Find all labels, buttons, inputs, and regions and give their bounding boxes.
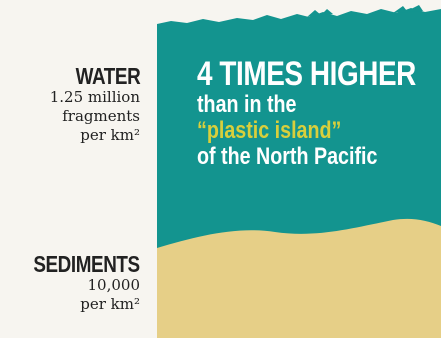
water-title: WATER <box>75 63 140 89</box>
ocean-panel <box>157 0 441 338</box>
labels-column: WATER 1.25 million fragments per km² SED… <box>0 0 150 338</box>
wave-splash-1 <box>307 9 333 17</box>
ocean-illustration <box>157 5 441 338</box>
headline: 4 TIMES HIGHER than in the “plastic isla… <box>197 56 437 170</box>
sediments-label: SEDIMENTS 10,000 per km² <box>10 251 141 314</box>
headline-line-2: than in the <box>197 91 297 118</box>
wave-splash-2 <box>393 5 423 13</box>
sand-area <box>157 218 441 338</box>
headline-line-4: of the North Pacific <box>197 143 378 170</box>
water-line-3: per km² <box>80 126 140 144</box>
headline-line-3: “plastic island” <box>197 117 342 144</box>
water-line-1: 1.25 million <box>49 88 140 106</box>
sediments-line-1: 10,000 <box>87 276 141 294</box>
sediments-title: SEDIMENTS <box>33 251 141 277</box>
headline-big: 4 TIMES HIGHER <box>197 55 416 93</box>
sediments-line-2: per km² <box>80 295 140 313</box>
water-line-2: fragments <box>62 107 140 125</box>
water-label: WATER 1.25 million fragments per km² <box>49 63 141 145</box>
